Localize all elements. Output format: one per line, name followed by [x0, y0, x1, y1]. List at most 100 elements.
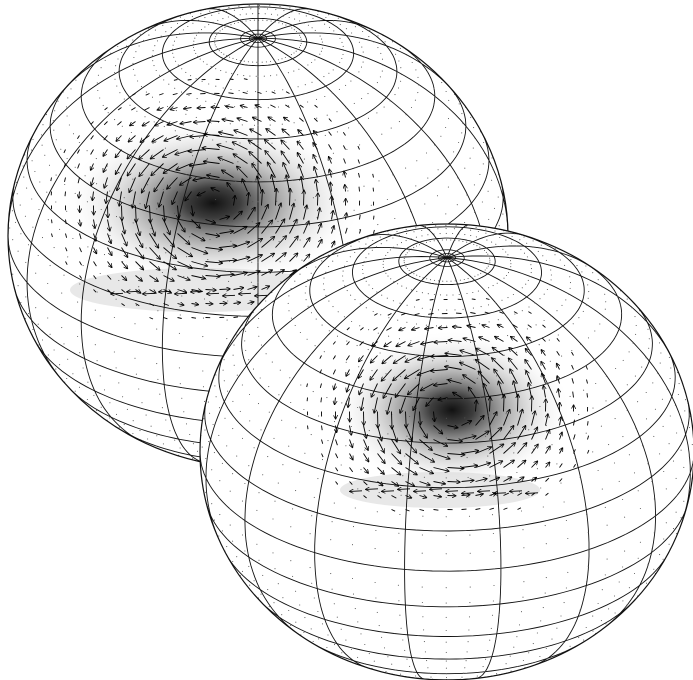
grid-dot	[361, 268, 364, 271]
grid-dot	[187, 25, 189, 28]
grid-dot	[372, 87, 374, 89]
grid-dot	[433, 279, 436, 281]
flow-arrow	[438, 398, 448, 401]
grid-dot	[86, 201, 88, 203]
flow-arrow	[359, 383, 364, 395]
flow-arrow	[344, 172, 346, 178]
grid-dot	[467, 476, 469, 478]
flow-arrow	[77, 163, 80, 169]
grid-dot	[299, 331, 301, 334]
grid-dot	[135, 373, 137, 375]
meridian-line	[210, 256, 448, 386]
flow-arrow	[421, 341, 434, 345]
grid-dot	[316, 117, 318, 119]
grid-dot	[249, 584, 251, 586]
grid-dot	[322, 283, 325, 285]
grid-dot	[326, 114, 328, 116]
grid-dot	[526, 242, 528, 244]
grid-dot	[271, 314, 273, 316]
grid-dot	[484, 671, 486, 673]
grid-dot	[214, 40, 216, 42]
grid-dot	[381, 472, 383, 474]
grid-dot	[345, 361, 347, 363]
grid-dot	[220, 70, 222, 72]
grid-dot	[385, 272, 387, 274]
grid-dot	[397, 584, 399, 586]
grid-dot	[368, 36, 370, 38]
flow-arrow	[319, 355, 322, 359]
grid-dot	[12, 239, 14, 241]
grid-dot	[276, 200, 278, 202]
grid-dot	[469, 602, 471, 604]
flow-arrow	[415, 299, 420, 301]
grid-dot	[605, 400, 607, 402]
grid-dot	[383, 106, 385, 108]
grid-dot	[170, 170, 172, 172]
grid-dot	[155, 445, 157, 447]
grid-dot	[498, 513, 500, 515]
grid-dot	[229, 490, 231, 492]
flow-arrow	[204, 134, 220, 135]
flow-arrow	[503, 460, 515, 468]
grid-dot	[249, 19, 251, 22]
flow-arrow	[104, 177, 108, 188]
grid-dot	[11, 256, 13, 258]
grid-dot	[336, 111, 338, 113]
grid-dot	[493, 454, 495, 457]
grid-dot	[185, 173, 187, 176]
grid-dot	[192, 43, 194, 45]
grid-dot	[435, 225, 437, 227]
grid-dot	[509, 269, 511, 271]
grid-dot	[446, 309, 448, 311]
flow-arrow	[517, 507, 522, 510]
grid-dot	[30, 149, 33, 151]
grid-dot	[205, 491, 207, 493]
grid-dot	[303, 66, 305, 68]
flow-arrow	[121, 289, 126, 294]
grid-dot	[295, 30, 298, 33]
grid-dot	[204, 429, 206, 431]
grid-dot	[24, 215, 26, 217]
grid-dot	[550, 274, 552, 276]
grid-dot	[481, 237, 483, 239]
grid-dot	[404, 143, 406, 145]
grid-dot	[490, 357, 492, 359]
band-arrow	[159, 291, 172, 292]
flow-arrow	[586, 379, 588, 384]
grid-dot	[660, 352, 662, 354]
grid-dot	[580, 343, 582, 345]
grid-dot	[232, 400, 234, 402]
grid-dot	[123, 197, 125, 199]
flow-arrow	[363, 453, 369, 462]
band-arrow	[398, 489, 411, 490]
flow-arrow	[399, 328, 406, 331]
flow-arrow	[121, 275, 127, 281]
grid-dot	[238, 5, 240, 7]
band-arrow	[366, 489, 379, 490]
grid-dot	[405, 240, 407, 242]
grid-dot	[11, 210, 14, 212]
grid-dot	[363, 56, 365, 58]
flow-arrow	[557, 364, 560, 370]
grid-dot	[578, 317, 580, 319]
band-arrow	[127, 291, 140, 292]
grid-dot	[617, 296, 619, 298]
grid-dot	[321, 38, 323, 40]
grid-dot	[620, 320, 622, 322]
grid-dot	[95, 158, 97, 160]
flow-arrow	[261, 237, 275, 248]
grid-dot	[95, 61, 97, 63]
grid-dot	[483, 141, 485, 144]
grid-dot	[410, 271, 412, 273]
grid-dot	[647, 563, 649, 565]
grid-dot	[34, 170, 36, 173]
flow-arrow	[377, 495, 382, 499]
flow-arrow	[449, 340, 462, 341]
grid-dot	[55, 368, 57, 370]
grid-dot	[359, 303, 361, 305]
grid-dot	[421, 63, 423, 65]
flow-arrow	[447, 440, 462, 442]
grid-dot	[404, 256, 406, 258]
grid-dot	[233, 364, 235, 366]
grid-dot	[565, 329, 567, 331]
